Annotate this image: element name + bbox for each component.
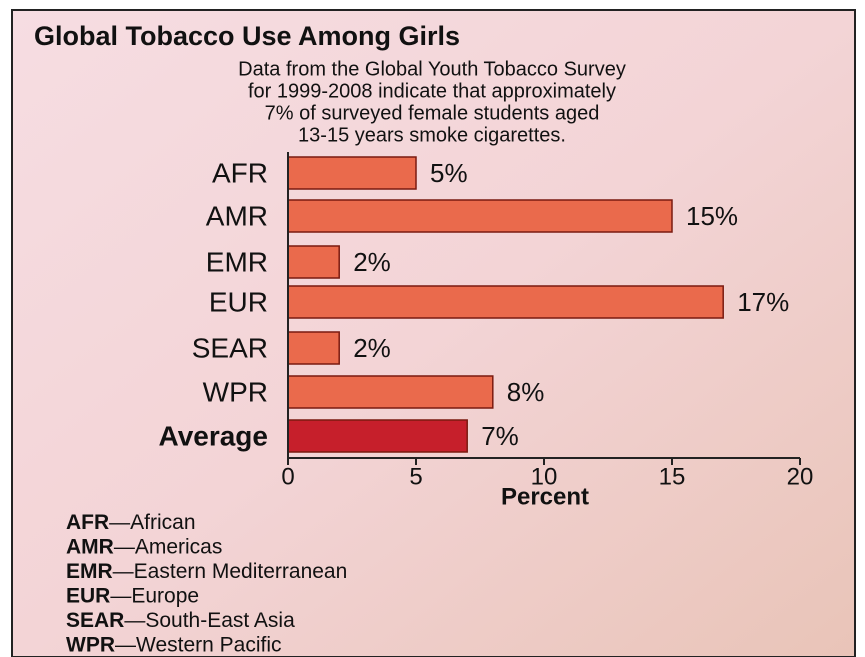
key-abbr: SEAR: [66, 609, 124, 632]
value-label: 5%: [430, 158, 468, 188]
chart: Global Tobacco Use Among Girls Data from…: [0, 0, 865, 657]
value-label: 15%: [686, 201, 738, 231]
bar: [288, 332, 339, 364]
value-label: 2%: [353, 247, 391, 277]
y-tick-label: WPR: [203, 376, 268, 407]
y-tick-label: AMR: [206, 200, 268, 231]
key-name: Western Pacific: [136, 633, 282, 656]
subtitle-line: 13-15 years smoke cigarettes.: [298, 124, 566, 146]
key-name: African: [130, 511, 195, 534]
y-tick-label: AFR: [212, 157, 268, 188]
subtitle-line: for 1999-2008 indicate that approximatel…: [248, 80, 616, 102]
x-tick-label: 5: [409, 463, 422, 490]
subtitle-line: Data from the Global Youth Tobacco Surve…: [238, 58, 626, 80]
x-tick-label: 0: [281, 463, 294, 490]
y-tick-label: Average: [159, 420, 268, 451]
key-entry: EUR—Europe: [66, 584, 199, 607]
key-separator: —: [114, 535, 135, 558]
key-abbr: AFR: [66, 511, 109, 534]
x-tick-label: 15: [659, 463, 686, 490]
x-axis-label: Percent: [501, 483, 589, 510]
key-abbr: WPR: [66, 633, 115, 656]
key-abbr: EUR: [66, 584, 110, 607]
value-label: 17%: [737, 287, 789, 317]
key-entry: WPR—Western Pacific: [66, 633, 282, 656]
bar: [288, 286, 723, 318]
bar: [288, 420, 467, 452]
bar: [288, 157, 416, 189]
y-tick-label: EMR: [206, 246, 268, 277]
bar: [288, 200, 672, 232]
value-label: 8%: [507, 377, 545, 407]
key-entry: AMR—Americas: [66, 535, 222, 558]
x-tick-label: 20: [787, 463, 814, 490]
key-separator: —: [115, 633, 136, 656]
key-entry: AFR—African: [66, 511, 196, 534]
bar: [288, 246, 339, 278]
key-abbr: EMR: [66, 560, 113, 583]
key-abbr: AMR: [66, 535, 114, 558]
key-entry: SEAR—South-East Asia: [66, 609, 295, 632]
y-tick-label: SEAR: [192, 332, 268, 363]
key-separator: —: [124, 609, 145, 632]
key-name: Europe: [131, 584, 199, 607]
key-name: Eastern Mediterranean: [134, 560, 348, 583]
key-name: Americas: [135, 535, 223, 558]
y-tick-label: EUR: [209, 286, 268, 317]
key-separator: —: [113, 560, 134, 583]
key-entry: EMR—Eastern Mediterranean: [66, 560, 347, 583]
subtitle-line: 7% of surveyed female students aged: [265, 102, 600, 124]
key-name: South-East Asia: [145, 609, 295, 632]
bar: [288, 376, 493, 408]
value-label: 7%: [481, 421, 519, 451]
value-label: 2%: [353, 333, 391, 363]
key-separator: —: [109, 511, 130, 534]
chart-title: Global Tobacco Use Among Girls: [34, 21, 460, 51]
key-separator: —: [110, 584, 131, 607]
